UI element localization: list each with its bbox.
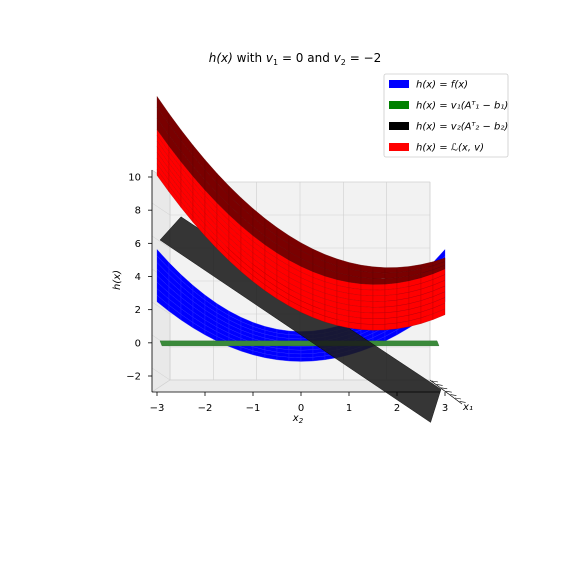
depth-axis-label: x₁ xyxy=(462,402,473,413)
x-axis-label: x2 xyxy=(292,413,304,425)
surface-quad xyxy=(360,306,374,314)
surface-quad xyxy=(288,349,302,355)
surface-quad xyxy=(372,272,386,279)
depth-tick-mark xyxy=(454,397,462,400)
legend: h(x) = f(x) h(x) = v₁(Aᵀ₁ − b₁) h(x) = v₂(… xyxy=(383,73,509,158)
surface-quad xyxy=(372,324,386,331)
x-tick-label: 3 xyxy=(442,403,448,414)
z-tick-label: 8 xyxy=(135,206,141,217)
surface-quad xyxy=(360,283,374,291)
y-axis-label: h(x) xyxy=(112,270,123,290)
surface-quad xyxy=(432,264,446,274)
surface-quad xyxy=(360,295,374,302)
surface-quad xyxy=(372,266,386,274)
grid-line-z-side xyxy=(151,367,171,381)
depth-tick-mark xyxy=(436,384,443,386)
depth-axis xyxy=(429,379,466,405)
surface-quad xyxy=(372,289,386,297)
x-tick-label: 1 xyxy=(346,403,352,414)
legend-swatch xyxy=(389,101,409,109)
surface-quad xyxy=(360,312,374,319)
depth-axis-line xyxy=(429,379,463,405)
surface-quad xyxy=(360,317,374,325)
surface-quad xyxy=(159,216,442,423)
surface-lagrangian xyxy=(156,95,446,331)
surface-quad xyxy=(300,345,314,351)
depth-tick-mark xyxy=(431,380,439,383)
surface-quad xyxy=(288,357,302,362)
x-tick-label: 2 xyxy=(394,403,400,414)
z-tick-label: 10 xyxy=(128,173,141,184)
surface-quad xyxy=(360,277,374,285)
legend-swatch xyxy=(389,122,409,130)
surface-quad xyxy=(360,271,374,279)
z-tick-label: 6 xyxy=(135,239,141,250)
legend-frame xyxy=(383,73,509,158)
surface-quad xyxy=(372,301,386,308)
surface-quad xyxy=(159,340,440,347)
depth-tick-mark xyxy=(441,387,448,390)
surface-quad xyxy=(300,349,314,355)
x-tick-labels: −3 −2 −1 0 1 2 3 xyxy=(150,392,448,414)
surface-quad xyxy=(372,295,386,302)
x-tick-label: −2 xyxy=(198,403,213,414)
z-tick-label: −2 xyxy=(126,372,141,383)
legend-label: h(x) = f(x) xyxy=(416,80,468,91)
surface-quad xyxy=(300,353,314,358)
legend-swatch xyxy=(389,80,409,88)
z-tick-label: 0 xyxy=(135,338,141,349)
z-tick-label: 4 xyxy=(135,272,141,283)
depth-tick-mark xyxy=(459,401,466,403)
surface-quad xyxy=(372,283,386,291)
surface-quad xyxy=(384,277,398,285)
surface-quad xyxy=(288,345,302,351)
surface-quad xyxy=(288,353,302,358)
surface-quad xyxy=(300,357,314,362)
grid-line-z-side xyxy=(151,301,171,315)
chart-title: h(x) with v1 = 0 and v2 = −2 xyxy=(209,51,382,67)
surface-quad xyxy=(384,272,398,279)
legend-label: h(x) = v₂(Aᵀ₂ − b₂) xyxy=(416,122,508,133)
surface-quad xyxy=(372,306,386,314)
surface-quad xyxy=(432,308,446,320)
legend-label: h(x) = ℒ(x, v) xyxy=(416,143,484,154)
depth-tick-mark xyxy=(450,394,457,396)
z-tick-labels: 10 8 6 4 2 0 −2 xyxy=(126,173,152,383)
surface-quad xyxy=(384,267,398,274)
surface-quad xyxy=(360,289,374,297)
surface-quad xyxy=(384,322,398,331)
grid-line-z-side xyxy=(151,235,171,249)
surfaces xyxy=(156,95,446,423)
x-tick-label: 0 xyxy=(298,403,304,414)
surface-quad xyxy=(372,278,386,285)
surface-constraint-2 xyxy=(159,216,442,423)
surface-quad xyxy=(372,312,386,319)
surface-quad xyxy=(372,318,386,325)
z-tick-label: 2 xyxy=(135,305,141,316)
surface-quad xyxy=(360,300,374,308)
legend-label: h(x) = v₁(Aᵀ₁ − b₁) xyxy=(416,101,508,112)
x-tick-label: −3 xyxy=(150,403,165,414)
surface-quad xyxy=(360,323,374,331)
surface-quad xyxy=(288,334,302,340)
grid-line-z-side xyxy=(151,202,171,216)
x-tick-label: −1 xyxy=(246,403,261,414)
legend-swatch xyxy=(389,143,409,151)
surface-constraint-1 xyxy=(159,340,440,347)
depth-tick-mark xyxy=(445,390,452,393)
